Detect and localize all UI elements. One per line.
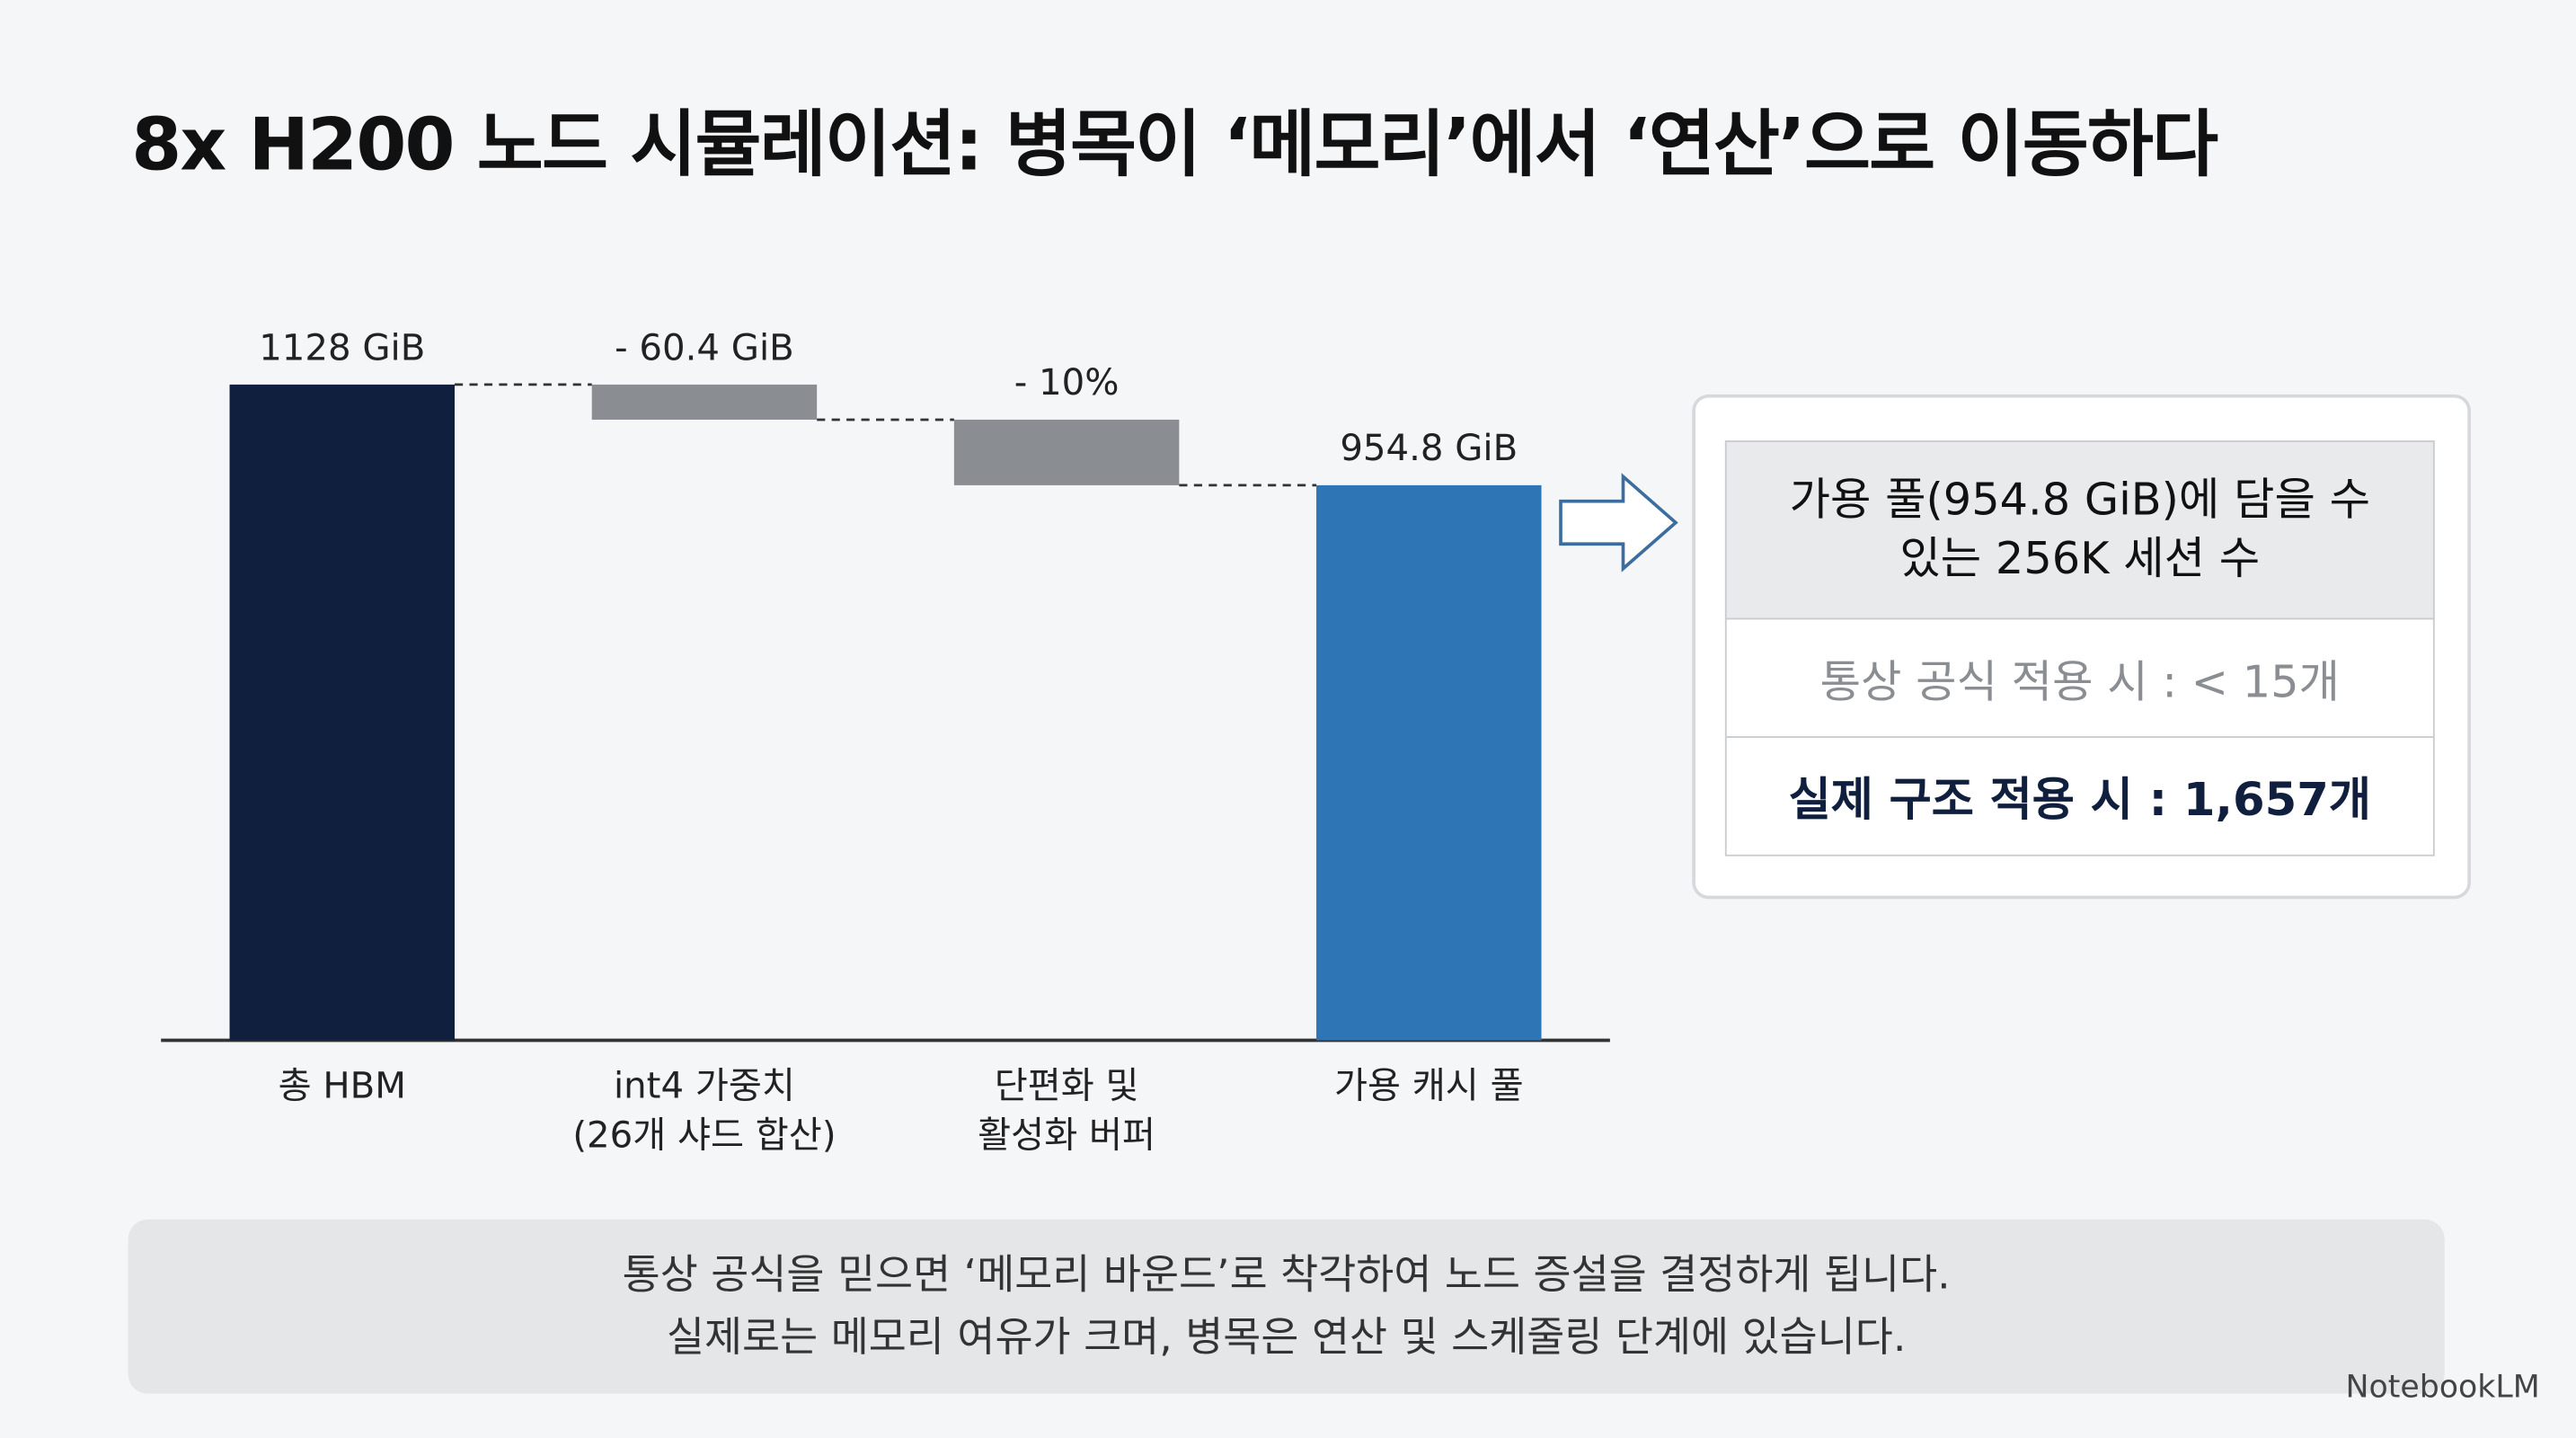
x-tick-label: 단편화 및 활성화 버퍼 bbox=[978, 1066, 1156, 1158]
callout-row: 실제 구조 적용 시 : 1,657개 bbox=[1724, 736, 2435, 857]
footnote-line: 실제로는 메모리 여유가 크며, 병목은 연산 및 스케줄링 단계에 있습니다. bbox=[666, 1313, 1907, 1362]
bar bbox=[1316, 484, 1542, 1041]
value-label: 1128 GiB bbox=[259, 328, 426, 370]
footnote-line: 통상 공식을 믿으면 ‘메모리 바운드’로 착각하여 노드 증설을 결정하게 됩… bbox=[622, 1250, 1951, 1299]
value-label: - 10% bbox=[1014, 363, 1120, 405]
value-label: 954.8 GiB bbox=[1340, 429, 1518, 471]
callout-row: 통상 공식 적용 시 : < 15개 bbox=[1724, 617, 2435, 739]
x-tick-label: int4 가중치 (26개 샤드 합산) bbox=[572, 1066, 837, 1158]
bar bbox=[591, 384, 818, 420]
callout-header: 가용 풀(954.8 GiB)에 담을 수 있는 256K 세션 수 bbox=[1724, 440, 2435, 620]
bar bbox=[229, 384, 456, 1041]
value-label: - 60.4 GiB bbox=[615, 328, 794, 370]
bar bbox=[953, 419, 1180, 485]
x-tick-label: 총 HBM bbox=[278, 1066, 406, 1108]
arrow bbox=[1559, 473, 1678, 573]
x-tick-label: 가용 캐시 풀 bbox=[1333, 1066, 1524, 1108]
footnote-box: 통상 공식을 믿으면 ‘메모리 바운드’로 착각하여 노드 증설을 결정하게 됩… bbox=[128, 1219, 2445, 1394]
chart-title: 8x H200 노드 시뮬레이션: 병목이 ‘메모리’에서 ‘연산’으로 이동하… bbox=[131, 103, 2218, 188]
watermark: NotebookLM bbox=[2345, 1369, 2540, 1406]
